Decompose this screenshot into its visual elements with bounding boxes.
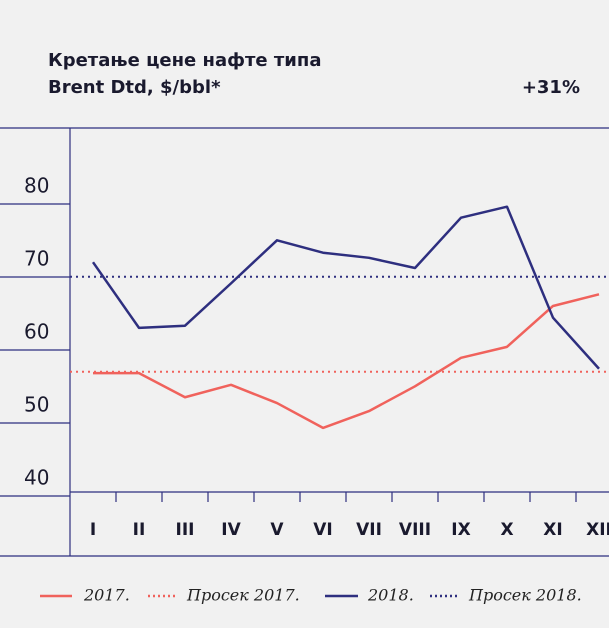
x-tick-label: II bbox=[133, 520, 146, 540]
annotation: +31% bbox=[522, 77, 580, 98]
x-tick-label: VIII bbox=[399, 520, 431, 540]
y-tick-label: 40 bbox=[24, 466, 49, 490]
series-line bbox=[93, 293, 600, 430]
x-tick-label: XII bbox=[586, 520, 609, 540]
legend: 2017. Просек 2017. 2018. Просек 2018. bbox=[40, 586, 582, 605]
legend-label: Просек 2018. bbox=[468, 586, 582, 605]
x-tick-label: XI bbox=[543, 520, 562, 540]
x-tick-label: IV bbox=[221, 520, 241, 540]
x-tick-label: X bbox=[500, 520, 513, 540]
x-tick-label: V bbox=[270, 520, 284, 540]
legend-label: 2018. bbox=[367, 586, 414, 605]
x-tick-label: I bbox=[90, 520, 96, 540]
y-tick-label: 60 bbox=[24, 320, 49, 344]
y-tick-label: 70 bbox=[24, 247, 49, 271]
chart-title: Brent Dtd, $/bbl* bbox=[48, 77, 221, 98]
x-tick-label: VI bbox=[313, 520, 332, 540]
x-tick-label: III bbox=[176, 520, 195, 540]
series-line bbox=[91, 205, 600, 370]
x-tick-label: IX bbox=[451, 520, 470, 540]
y-tick-label: 50 bbox=[24, 393, 49, 417]
legend-label: 2017. bbox=[83, 586, 130, 605]
legend-label: Просек 2017. bbox=[186, 586, 300, 605]
x-tick-label: VII bbox=[356, 520, 382, 540]
y-tick-label: 80 bbox=[24, 174, 49, 198]
chart-title: Кретање цене нафте типа bbox=[48, 50, 322, 71]
